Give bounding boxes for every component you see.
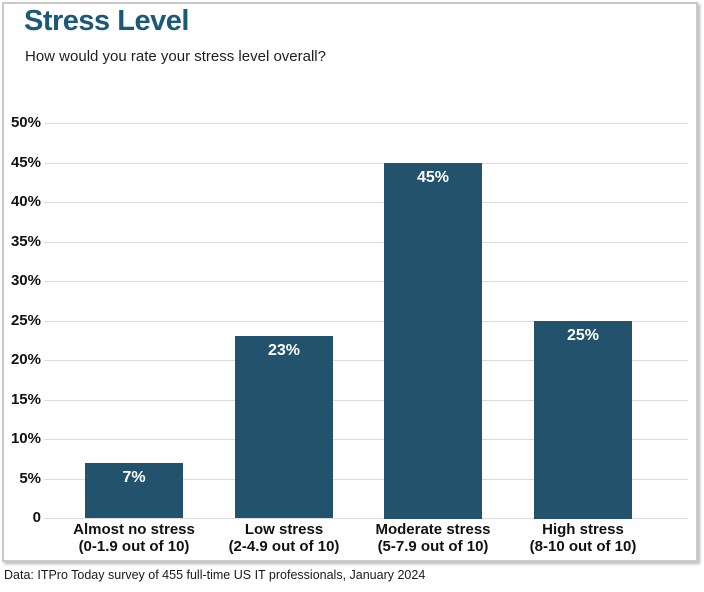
gridline-40	[44, 202, 688, 203]
y-axis-tick-label: 25%	[10, 312, 41, 329]
bar-value-label: 25%	[566, 327, 600, 344]
bar-high-stress	[534, 321, 632, 519]
x-axis-category-label: Low stress (2-4.9 out of 10)	[204, 521, 364, 555]
gridline-20	[44, 360, 688, 361]
y-axis-tick-label: 50%	[10, 114, 41, 131]
gridline-5	[44, 479, 688, 480]
category-range: (5-7.9 out of 10)	[377, 538, 489, 555]
y-axis-tick-label: 20%	[10, 351, 41, 368]
gridline-30	[44, 281, 688, 282]
gridline-15	[44, 400, 688, 401]
category-name: Moderate stress	[375, 521, 491, 538]
gridline-25	[44, 321, 688, 322]
y-axis-tick-label: 10%	[10, 430, 41, 447]
chart-title: Stress Level	[24, 5, 189, 37]
x-axis-category-label: Moderate stress (5-7.9 out of 10)	[353, 521, 513, 555]
y-axis-tick-label: 40%	[10, 193, 41, 210]
y-axis-tick-label: 35%	[10, 233, 41, 250]
category-name: Almost no stress	[73, 521, 195, 538]
gridline-50	[44, 123, 688, 124]
category-name: High stress	[542, 521, 624, 538]
category-name: Low stress	[244, 521, 324, 538]
y-axis-tick-label: 5%	[19, 470, 41, 487]
gridline-10	[44, 439, 688, 440]
x-axis-category-label: Almost no stress (0-1.9 out of 10)	[54, 521, 214, 555]
bar-value-label: 7%	[122, 469, 146, 486]
bar-almost-no-stress	[85, 463, 183, 518]
y-axis-tick-label: 45%	[10, 154, 41, 171]
category-range: (2-4.9 out of 10)	[228, 538, 340, 555]
gridline-0	[44, 518, 688, 519]
y-axis-tick-label: 0	[32, 509, 41, 526]
category-range: (8-10 out of 10)	[529, 538, 637, 555]
chart-subtitle: How would you rate your stress level ove…	[25, 48, 326, 65]
bar-moderate-stress	[384, 163, 482, 519]
bar-value-label: 23%	[267, 342, 301, 359]
gridline-35	[44, 242, 688, 243]
x-axis-category-label: High stress (8-10 out of 10)	[503, 521, 663, 555]
y-axis-tick-label: 30%	[10, 272, 41, 289]
bar-low-stress	[235, 336, 333, 518]
bar-value-label: 45%	[416, 169, 450, 186]
data-source-note: Data: ITPro Today survey of 455 full-tim…	[4, 568, 426, 582]
y-axis-tick-label: 15%	[10, 391, 41, 408]
gridline-45	[44, 163, 688, 164]
category-range: (0-1.9 out of 10)	[78, 538, 190, 555]
